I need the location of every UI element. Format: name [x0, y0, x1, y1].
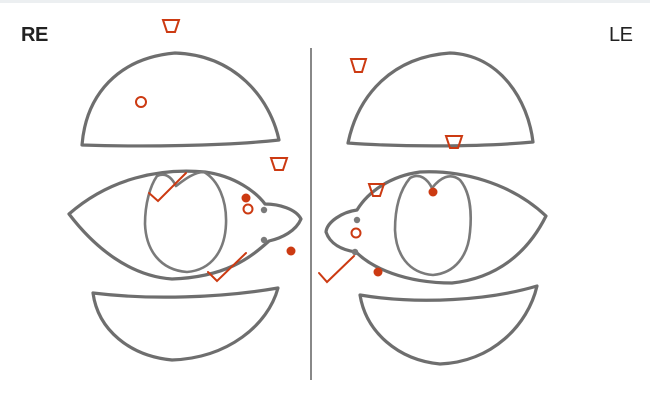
check-mark-marker-3	[318, 255, 355, 284]
right-eye-label: RE	[21, 24, 48, 46]
markers	[135, 19, 464, 284]
filled-dot-marker-2	[286, 246, 296, 256]
open-circle-marker-3	[350, 227, 362, 239]
right-lower-punctum	[260, 236, 268, 244]
right-lower-lid	[91, 286, 280, 362]
check-mark-marker-1	[148, 172, 187, 203]
filled-dot-marker-4	[373, 267, 383, 277]
trapezoid-marker-2	[349, 58, 368, 73]
left-upper-punctum	[353, 216, 361, 224]
check-mark-marker-2	[207, 252, 247, 283]
right-eyeball	[67, 169, 303, 281]
right-upper-lid	[80, 51, 281, 148]
left-eye	[324, 51, 548, 366]
filled-dot-marker-3	[428, 187, 438, 197]
left-eyeball	[324, 170, 548, 285]
trapezoid-marker-1	[161, 19, 181, 33]
trapezoid-marker-5	[367, 183, 386, 197]
left-upper-lid	[346, 51, 535, 148]
trapezoid-marker-4	[444, 135, 464, 149]
left-lower-lid	[358, 284, 539, 366]
right-eye	[67, 51, 303, 362]
left-eye-label: LE	[609, 24, 633, 46]
left-lower-punctum	[351, 248, 359, 256]
open-circle-marker-1	[135, 96, 147, 108]
open-circle-marker-2	[242, 203, 254, 215]
filled-dot-marker-1	[241, 193, 251, 203]
trapezoid-marker-3	[269, 157, 289, 171]
top-border	[0, 0, 650, 3]
right-iris	[143, 170, 228, 274]
right-upper-punctum	[260, 206, 268, 214]
